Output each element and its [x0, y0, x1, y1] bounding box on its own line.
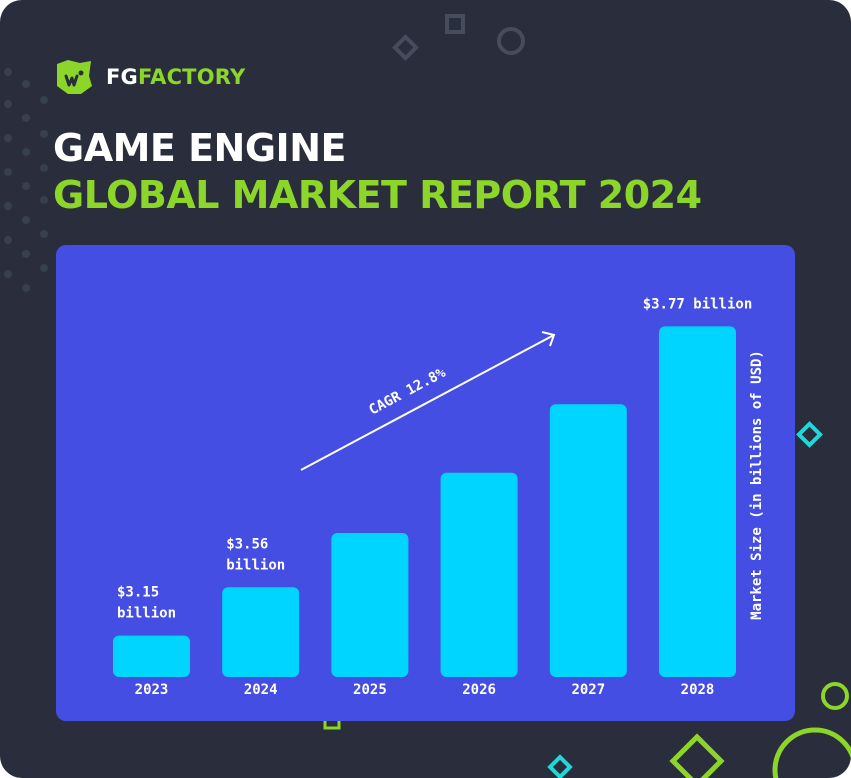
x-tick-label-2028: 2028: [681, 682, 715, 698]
y-axis-label: Market Size (in billions of USD): [749, 350, 765, 620]
green-diamond-decor: [669, 733, 725, 778]
diamond-outline-decor: [392, 34, 419, 61]
x-tick-label-2025: 2025: [353, 682, 387, 698]
data-label-2024-line1: $3.56: [226, 536, 268, 552]
bar-2027: [549, 404, 627, 677]
bar-2026: [440, 472, 518, 677]
brand-name: FGFACTORY: [106, 65, 245, 89]
x-tick-label-2024: 2024: [244, 682, 278, 698]
data-label-2023-line2: billion: [117, 606, 176, 622]
dot-pattern: [4, 68, 48, 292]
fgfactory-logo-icon: [57, 60, 92, 94]
headline-subtitle: GLOBAL MARKET REPORT 2024: [53, 173, 702, 217]
brand-name-fg: FG: [106, 65, 138, 89]
x-tick-label-2023: 2023: [135, 682, 169, 698]
bar-2023: [113, 635, 190, 677]
data-label-2023-line1: $3.15: [117, 585, 159, 601]
cagr-arrow-line: [300, 334, 555, 471]
brand-name-factory: FACTORY: [137, 65, 246, 89]
cagr-arrow-head: [541, 331, 556, 347]
circle-outline-decor: [497, 27, 525, 55]
chart-panel: 2023 $3.15 billion 2024 $3.56 billion 2025 2026…: [56, 245, 795, 721]
bar-2025: [331, 532, 409, 677]
x-tick-label-2026: 2026: [462, 682, 496, 698]
x-tick-label-2027: 2027: [571, 682, 605, 698]
bar-2024: [222, 587, 300, 677]
cagr-label: CAGR 12.8%: [366, 365, 448, 419]
green-arc-decor: [772, 727, 851, 778]
bars-layer: [113, 326, 736, 677]
square-outline-decor: [445, 14, 465, 34]
cagr-annotation: CAGR 12.8%: [300, 331, 556, 471]
data-label-2028: $3.77 billion: [643, 296, 753, 312]
green-ring-decor: [821, 682, 849, 710]
teal-diamond-decor: [796, 421, 823, 448]
bar-2028: [659, 326, 736, 677]
headline-title: GAME ENGINE: [53, 126, 346, 170]
brand-logo: FGFACTORY: [54, 58, 245, 96]
bar-chart: 2023 $3.15 billion 2024 $3.56 billion 2025 2026…: [113, 296, 765, 698]
data-label-2024-line2: billion: [226, 557, 285, 573]
teal-small-diamond-decor: [547, 754, 573, 778]
labels-layer: 2023 $3.15 billion 2024 $3.56 billion 2025 2026…: [117, 296, 752, 698]
